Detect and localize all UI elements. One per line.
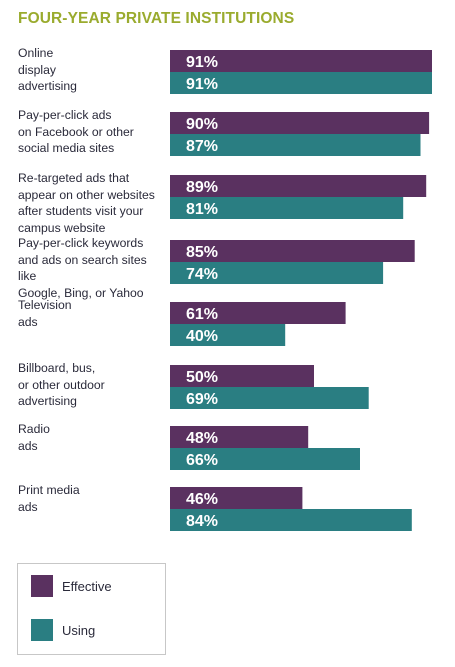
value-label-using-0: 91% [186, 76, 218, 93]
bar-using-0 [170, 72, 432, 94]
category-label-line: and ads on search sites like [18, 252, 147, 284]
bar-effective-3 [170, 240, 415, 262]
category-label-1: Pay-per-click ads on Facebook or other soc… [18, 107, 168, 157]
bar-effective-6 [170, 426, 309, 448]
bar-effective-0 [170, 50, 432, 72]
category-label-line: on Facebook or other [18, 124, 134, 139]
category-label-2: Re-targeted ads that appear on other webs… [18, 170, 168, 236]
category-label-line: after students visit your [18, 204, 144, 218]
category-label-line: Television [18, 298, 72, 312]
bar-using-6 [170, 448, 360, 470]
category-label-line: ads [18, 499, 38, 514]
category-label-line: Re-targeted ads that [18, 171, 130, 185]
bar-effective-4 [170, 302, 346, 324]
value-label-effective-5: 50% [186, 369, 218, 386]
value-label-using-1: 87% [186, 138, 218, 155]
category-label-0: Online display advertising [18, 45, 168, 95]
chart-title: FOUR-YEAR PRIVATE INSTITUTIONS [18, 10, 295, 27]
category-label-line: social media sites [18, 141, 115, 155]
bar-effective-5 [170, 365, 314, 387]
category-label-line: ads [18, 314, 38, 329]
category-label-line: advertising [18, 79, 77, 93]
value-label-using-7: 84% [186, 513, 218, 530]
category-label-line: Google, Bing, or Yahoo [18, 285, 144, 300]
category-label-line: Pay-per-click keywords [18, 236, 144, 250]
bar-using-3 [170, 262, 384, 284]
category-label-6: Radio ads [18, 421, 168, 454]
bar-effective-1 [170, 112, 430, 134]
category-label-line: Print media [18, 483, 80, 497]
category-label-3: Pay-per-click keywords and ads on search … [18, 235, 168, 301]
value-label-using-2: 81% [186, 201, 218, 218]
category-label-line: campus website [18, 220, 106, 235]
legend-item-using: Using [31, 619, 95, 641]
legend-swatch-using [31, 619, 53, 641]
category-label-line: Billboard, bus, [18, 361, 96, 375]
value-label-effective-7: 46% [186, 491, 218, 508]
category-label-line: ads [18, 438, 38, 453]
value-label-effective-4: 61% [186, 306, 218, 323]
bar-chart: 91% 91% 90% 87% 89% 81% 85% 74% 61% 40% 50% 69% 48% 6… [170, 50, 432, 531]
category-label-5: Billboard, bus, or other outdoor advertisi… [18, 360, 168, 410]
category-label-line: display [18, 62, 56, 77]
value-label-effective-6: 48% [186, 430, 218, 447]
value-label-effective-0: 91% [186, 54, 218, 71]
value-label-effective-3: 85% [186, 244, 218, 261]
bar-using-7 [170, 509, 412, 531]
category-label-line: Radio [18, 422, 50, 436]
bar-using-4 [170, 324, 286, 346]
category-label-line: appear on other websites [18, 187, 155, 202]
category-label-line: Online [18, 46, 54, 60]
category-label-4: Television ads [18, 297, 168, 330]
bar-effective-2 [170, 175, 427, 197]
category-label-7: Print media ads [18, 482, 168, 515]
category-label-line: Pay-per-click ads [18, 108, 112, 122]
category-label-line: advertising [18, 394, 77, 408]
legend-label-using: Using [62, 622, 96, 638]
value-label-using-4: 40% [186, 328, 218, 345]
bar-using-5 [170, 387, 369, 409]
legend: Effective Using [17, 563, 166, 655]
value-label-using-5: 69% [186, 391, 218, 408]
category-label-line: or other outdoor [18, 377, 105, 392]
value-label-effective-1: 90% [186, 116, 218, 133]
bar-using-1 [170, 134, 421, 156]
legend-label-effective: Effective [62, 578, 112, 594]
legend-item-effective: Effective [31, 575, 112, 597]
bar-using-2 [170, 197, 404, 219]
legend-swatch-effective [31, 575, 53, 597]
value-label-using-3: 74% [186, 266, 218, 283]
bar-effective-7 [170, 487, 303, 509]
value-label-using-6: 66% [186, 452, 218, 469]
value-label-effective-2: 89% [186, 179, 218, 196]
